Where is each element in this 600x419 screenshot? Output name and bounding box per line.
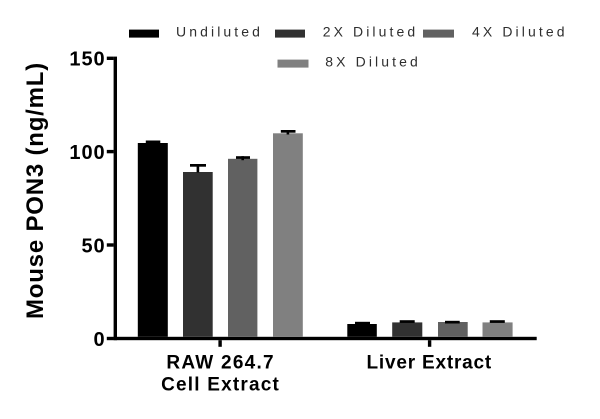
svg-text:8X Diluted: 8X Diluted (325, 54, 421, 70)
svg-text:4X Diluted: 4X Diluted (472, 24, 568, 40)
svg-text:Cell Extract: Cell Extract (161, 374, 280, 395)
svg-text:2X Diluted: 2X Diluted (323, 24, 419, 40)
svg-text:50: 50 (81, 235, 105, 257)
svg-text:Liver Extract: Liver Extract (367, 353, 493, 374)
svg-text:Mouse PON3 (ng/mL): Mouse PON3 (ng/mL) (22, 62, 49, 319)
svg-text:150: 150 (69, 49, 105, 71)
svg-text:Undiluted: Undiluted (176, 24, 263, 40)
svg-text:RAW 264.7: RAW 264.7 (166, 353, 274, 374)
svg-text:0: 0 (93, 329, 105, 351)
svg-text:100: 100 (69, 142, 105, 164)
